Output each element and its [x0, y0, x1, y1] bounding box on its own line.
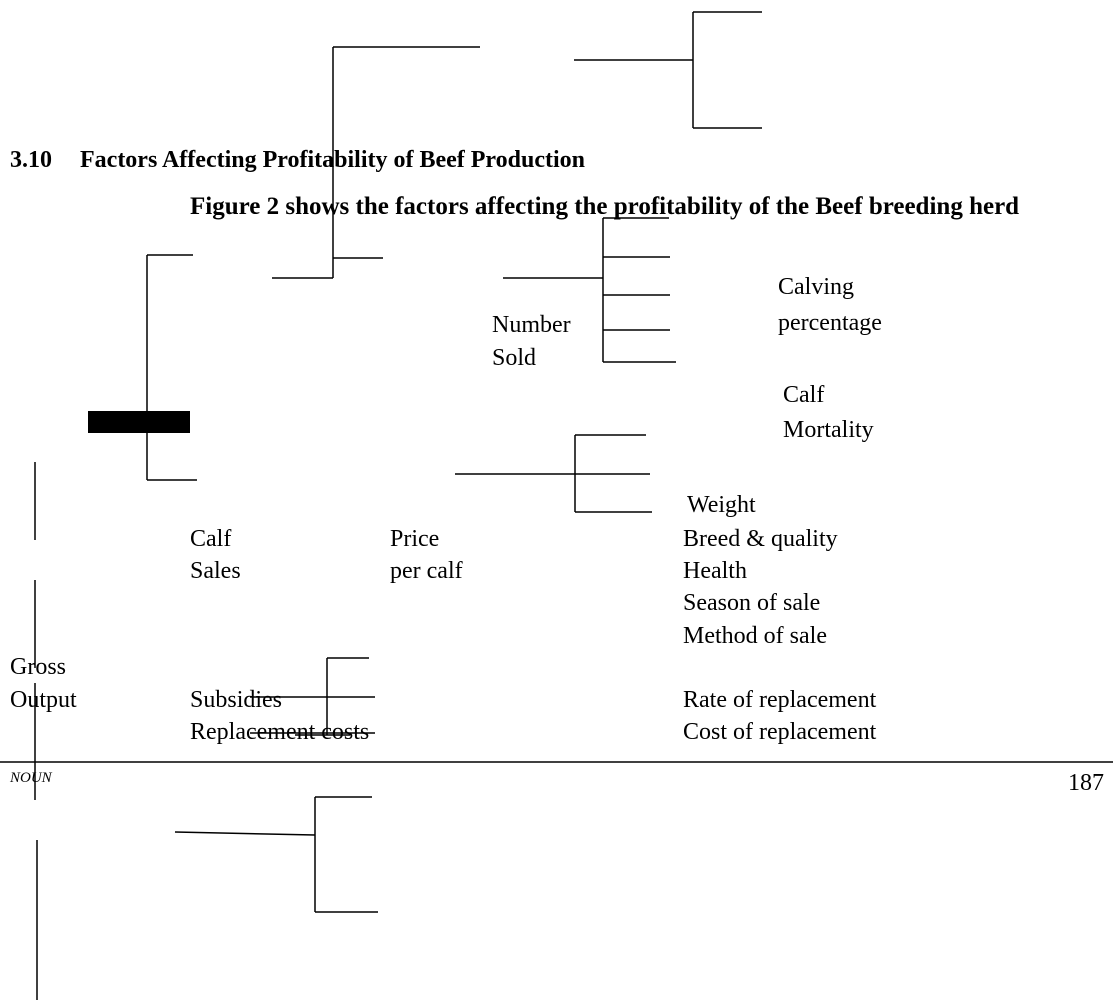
diagram-label: Sales	[190, 558, 241, 584]
diagram-label: percentage	[778, 310, 882, 336]
diagram-label: Price	[390, 526, 440, 552]
diagram-label: Weight	[687, 492, 756, 518]
diagram-label: Subsidies	[190, 687, 283, 713]
diagram-label: Method of sale	[683, 623, 827, 649]
diagram-label: Calving	[778, 274, 854, 300]
diagram-label: Gross	[10, 654, 67, 680]
diagram-label: Replacement costs	[190, 719, 370, 745]
diagram-label: Breed & quality	[683, 526, 838, 552]
bar-block	[88, 411, 190, 433]
diagram-label: Output	[10, 687, 77, 713]
diagram-label: Number	[492, 312, 571, 338]
diagram-label: Cost of replacement	[683, 719, 877, 745]
diagram-label: Calf	[190, 526, 232, 552]
publisher: NOUN	[10, 770, 52, 786]
diagram-label: Season of sale	[683, 590, 821, 616]
diagram-label: per calf	[390, 558, 463, 584]
intro-text: Figure 2 shows the factors affecting the…	[190, 193, 1020, 220]
diagram-label: Rate of replacement	[683, 687, 877, 713]
section-title: Factors Affecting Profitability of Beef …	[80, 147, 586, 173]
diagram-label: Calf	[783, 382, 825, 408]
connectors	[0, 11, 1113, 1000]
diagram-label: Health	[683, 558, 747, 584]
diagram-label: Mortality	[783, 417, 874, 443]
diagram-label: Sold	[492, 345, 537, 371]
page-number: 187	[1068, 770, 1104, 796]
section-number: 3.10	[10, 147, 52, 173]
